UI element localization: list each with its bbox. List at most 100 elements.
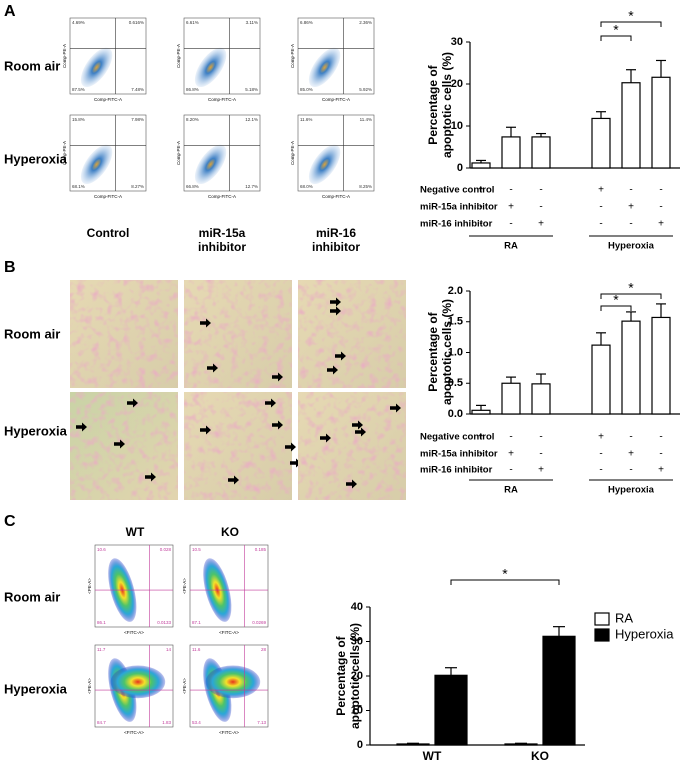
- flow-y-label: Comp-PE-A: [290, 44, 295, 68]
- flow-y-label: Comp-PE-A: [290, 141, 295, 165]
- treatment-label: miR-16 inhibitor: [420, 219, 493, 230]
- y-axis-label: Percentage of apoptotic cells (%): [426, 52, 454, 159]
- row-label: Hyperoxia: [4, 681, 68, 696]
- treatment-sign: -: [599, 202, 602, 213]
- bar: [471, 162, 491, 169]
- flow-x-label: Comp-FITC-A: [94, 97, 122, 102]
- column-label: miR-15a inhibitor: [198, 226, 246, 254]
- flow-x-label: <FITC-A>: [219, 730, 239, 735]
- panel-label: A: [4, 3, 16, 20]
- treatment-sign: -: [599, 449, 602, 460]
- cell-population: [80, 144, 113, 185]
- arrow: [285, 442, 296, 452]
- arrow: [265, 398, 276, 408]
- quadrant-value: 1.83: [162, 720, 171, 725]
- treatment-sign: -: [659, 449, 662, 460]
- arrow: [327, 365, 338, 375]
- treatment-sign: +: [508, 449, 514, 460]
- legend-swatch: [594, 612, 610, 626]
- quadrant-value: 28: [261, 647, 267, 652]
- legend-label: Hyperoxia: [615, 626, 674, 641]
- significance-label: *: [613, 22, 619, 38]
- y-axis-label: Percentage of apoptotic cells (%): [334, 623, 362, 730]
- flow-y-label: Comp-PE-A: [176, 141, 181, 165]
- column-label: miR-16 inhibitor: [312, 226, 360, 254]
- y-tick-label: 30: [351, 635, 363, 647]
- arrow: [200, 318, 211, 328]
- cell-population: [194, 144, 227, 185]
- treatment-sign: +: [658, 219, 664, 230]
- bar: [396, 743, 430, 746]
- significance-bracket: [600, 35, 632, 41]
- legend-label: RA: [615, 610, 633, 625]
- quadrant-value: 68.0%: [300, 184, 313, 189]
- y-tick-label: 0: [357, 739, 363, 751]
- arrow: [335, 351, 346, 361]
- flow-x-label: Comp-FITC-A: [322, 194, 350, 199]
- flow-x-label: <FITC-A>: [219, 630, 239, 635]
- treatment-sign: +: [598, 432, 604, 443]
- treatment-sign: -: [479, 219, 482, 230]
- treatment-sign: -: [629, 432, 632, 443]
- bar: [501, 136, 521, 169]
- quadrant-value: 11.6%: [300, 117, 312, 122]
- bar: [471, 409, 491, 415]
- arrow: [114, 439, 125, 449]
- arrow: [127, 398, 138, 408]
- quadrant-value: 10.5: [192, 547, 201, 552]
- bar: [531, 383, 551, 415]
- micrograph-cells: [70, 392, 178, 500]
- significance-bracket: [450, 579, 560, 585]
- arrow: [76, 422, 87, 432]
- flow-y-label: <PE-A>: [87, 678, 92, 694]
- quadrant-value: 3.11%: [246, 20, 258, 25]
- column-label: WT: [126, 525, 145, 539]
- quadrant-value: 8.27%: [131, 184, 144, 189]
- arrow: [355, 427, 366, 437]
- treatment-sign: -: [629, 465, 632, 476]
- quadrant-value: 0.616%: [129, 20, 144, 25]
- y-tick-label: 0.5: [448, 377, 463, 389]
- flow-plot: [189, 544, 269, 628]
- column-label: KO: [221, 525, 239, 539]
- group-label: RA: [504, 485, 518, 496]
- bar: [501, 382, 521, 415]
- significance-label: *: [613, 292, 619, 308]
- quadrant-value: 10.6: [97, 547, 106, 552]
- quadrant-value: 14: [166, 647, 172, 652]
- quadrant-value: 53.4: [192, 720, 201, 725]
- treatment-sign: -: [509, 465, 512, 476]
- quadrant-value: 85.0%: [300, 87, 313, 92]
- treatment-label: miR-15a inhibitor: [420, 202, 498, 213]
- treatment-sign: -: [479, 465, 482, 476]
- significance-label: *: [628, 8, 634, 24]
- group-label: Hyperoxia: [608, 485, 655, 496]
- group-label: Hyperoxia: [608, 241, 655, 252]
- flow-y-label: Comp-PE-A: [62, 44, 67, 68]
- treatment-sign: +: [538, 465, 544, 476]
- quadrant-value: 8.20%: [186, 117, 199, 122]
- panel-label: C: [4, 513, 16, 530]
- treatment-sign: +: [658, 465, 664, 476]
- quadrant-value: 68.1%: [72, 184, 85, 189]
- column-label: Control: [86, 226, 130, 240]
- row-label: Hyperoxia: [4, 151, 68, 166]
- treatment-sign: +: [538, 219, 544, 230]
- quadrant-value: 11.7: [97, 647, 106, 652]
- panel-label: B: [4, 259, 16, 276]
- bar: [621, 82, 641, 169]
- cell-population: [110, 665, 166, 699]
- flow-y-label: <PE-A>: [182, 578, 187, 594]
- treatment-sign: -: [479, 449, 482, 460]
- quadrant-value: 6.86%: [300, 20, 313, 25]
- x-tick-label: KO: [531, 749, 549, 763]
- quadrant-value: 15.8%: [72, 117, 85, 122]
- bar: [542, 635, 576, 746]
- group-label: RA: [504, 241, 518, 252]
- treatment-sign: -: [659, 432, 662, 443]
- x-tick-label: WT: [423, 749, 442, 763]
- cell-population: [205, 665, 261, 699]
- arrow: [200, 425, 211, 435]
- quadrant-value: 8.25%: [359, 184, 372, 189]
